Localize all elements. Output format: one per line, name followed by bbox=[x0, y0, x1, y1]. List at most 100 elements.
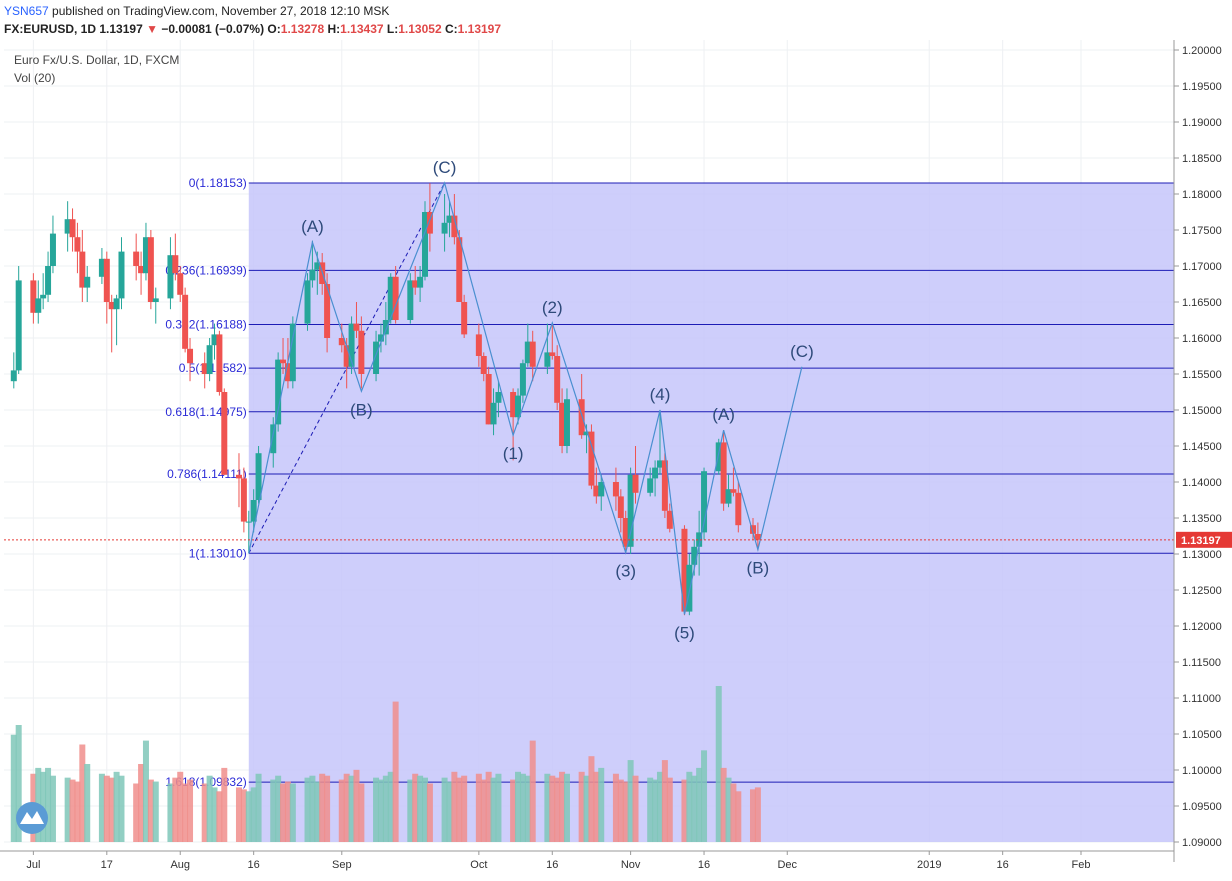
volume-bar bbox=[167, 783, 174, 842]
candle-body bbox=[30, 280, 37, 313]
y-tick-label: 1.13000 bbox=[1182, 549, 1222, 561]
volume-bar bbox=[632, 775, 639, 842]
volume-bar bbox=[309, 775, 316, 842]
close-label: C: bbox=[444, 22, 458, 36]
volume-bar bbox=[211, 787, 218, 842]
candle-body bbox=[324, 284, 331, 338]
candle-body bbox=[221, 392, 228, 475]
candle-body bbox=[627, 474, 634, 547]
volume-bar bbox=[358, 783, 365, 842]
wave-label: (C) bbox=[790, 342, 814, 361]
volume-bar bbox=[461, 775, 468, 842]
y-tick-label: 1.18500 bbox=[1182, 153, 1222, 165]
volume-bar bbox=[353, 769, 360, 842]
candle-body bbox=[720, 442, 727, 504]
x-tick-label: 2019 bbox=[917, 859, 941, 871]
volume-bar bbox=[15, 725, 22, 842]
volume-bar bbox=[681, 779, 688, 842]
x-tick-label: Dec bbox=[777, 859, 797, 871]
candle-body bbox=[10, 370, 17, 382]
candle-body bbox=[118, 251, 125, 299]
x-tick-label: 16 bbox=[698, 859, 710, 871]
volume-bar bbox=[456, 777, 463, 842]
volume-bar bbox=[588, 756, 595, 842]
y-tick-label: 1.19000 bbox=[1182, 117, 1222, 129]
volume-bar bbox=[255, 773, 262, 842]
candle-body bbox=[211, 334, 218, 346]
volume-bar bbox=[314, 781, 321, 842]
candle-body bbox=[529, 341, 536, 367]
candle-body bbox=[691, 546, 698, 565]
fib-retracement[interactable]: 0(1.18153) 0.236(1.16939) 0.382(1.16188) 0.… bbox=[165, 176, 1174, 842]
open-label: O: bbox=[267, 22, 281, 36]
volume-bar bbox=[64, 777, 71, 842]
wave-label: (A) bbox=[301, 217, 324, 236]
volume-bar bbox=[563, 773, 570, 842]
candle-body bbox=[754, 533, 761, 540]
candle-body bbox=[84, 276, 91, 288]
x-tick-label: Jul bbox=[26, 859, 40, 871]
y-tick-label: 1.14000 bbox=[1182, 477, 1222, 489]
tradingview-logo bbox=[16, 802, 48, 834]
volume-bar bbox=[656, 771, 663, 842]
candle-body bbox=[113, 298, 120, 310]
volume-bar bbox=[735, 791, 742, 842]
volume-bar bbox=[182, 783, 189, 842]
series-title: Euro Fx/U.S. Dollar, 1D, FXCM bbox=[14, 53, 179, 67]
candle-body bbox=[588, 431, 595, 486]
candle-body bbox=[250, 500, 257, 522]
price-chart[interactable]: 0(1.18153) 0.236(1.16939) 0.382(1.16188) 0.… bbox=[0, 40, 1232, 881]
candle-body bbox=[715, 442, 722, 472]
y-tick-label: 1.10000 bbox=[1182, 765, 1222, 777]
volume-bar bbox=[686, 771, 693, 842]
wave-line bbox=[248, 181, 803, 615]
publish-info: YSN657 published on TradingView.com, Nov… bbox=[4, 4, 389, 18]
y-tick-label: 1.16000 bbox=[1182, 333, 1222, 345]
volume-bar bbox=[275, 775, 282, 842]
down-arrow-icon: ▼ bbox=[146, 22, 158, 36]
candle-body bbox=[549, 352, 556, 356]
volume-bar bbox=[426, 783, 433, 842]
volume-bar bbox=[617, 779, 624, 842]
wave-label: (1) bbox=[503, 444, 524, 463]
candle-body bbox=[182, 294, 189, 349]
candle-body bbox=[74, 237, 81, 252]
candle-body bbox=[201, 363, 208, 374]
published-text: published on TradingView.com, November 2… bbox=[52, 4, 390, 18]
current-price: 1.13197 bbox=[99, 22, 143, 36]
volume-bar bbox=[74, 781, 81, 842]
symbol-label: FX:EURUSD, 1D bbox=[4, 22, 97, 36]
y-tick-label: 1.15000 bbox=[1182, 405, 1222, 417]
volume-bar bbox=[485, 771, 492, 842]
candle-body bbox=[64, 219, 71, 234]
candle-body bbox=[475, 334, 482, 356]
candle-body bbox=[69, 219, 76, 238]
volume-bar bbox=[510, 779, 517, 842]
volume-bar bbox=[98, 773, 105, 842]
candle-body bbox=[284, 363, 291, 382]
volume-bar bbox=[441, 777, 448, 842]
volume-bar bbox=[133, 783, 140, 842]
candle-body bbox=[456, 237, 463, 302]
candle-body bbox=[348, 323, 355, 367]
price-tag-label: 1.13197 bbox=[1181, 535, 1221, 547]
candle-body bbox=[515, 395, 522, 418]
author-link[interactable]: YSN657 bbox=[4, 4, 49, 18]
volume-bar bbox=[108, 777, 115, 842]
volume-bar bbox=[10, 734, 17, 842]
y-tick-label: 1.15500 bbox=[1182, 369, 1222, 381]
volume-bar bbox=[407, 779, 414, 842]
candle-body bbox=[79, 251, 86, 288]
volume-bar bbox=[422, 777, 429, 842]
volume-bar bbox=[417, 775, 424, 842]
volume-bar bbox=[152, 781, 159, 842]
volume-bar bbox=[446, 781, 453, 842]
candle-body bbox=[235, 474, 242, 479]
volume-bar bbox=[187, 779, 194, 842]
fib-area bbox=[248, 182, 1174, 842]
candles bbox=[10, 183, 761, 616]
axes[interactable]: 1.20000 1.19500 1.19000 1.18500 1.18000 1.175… bbox=[0, 40, 1232, 871]
volume-bars bbox=[10, 686, 761, 842]
fib-label: 0.5(1.15582) bbox=[179, 361, 247, 375]
elliott-waves[interactable]: (A) (B) (C) (1) (2) (3) (4) (5) (A) (B) (C) bbox=[248, 158, 814, 642]
